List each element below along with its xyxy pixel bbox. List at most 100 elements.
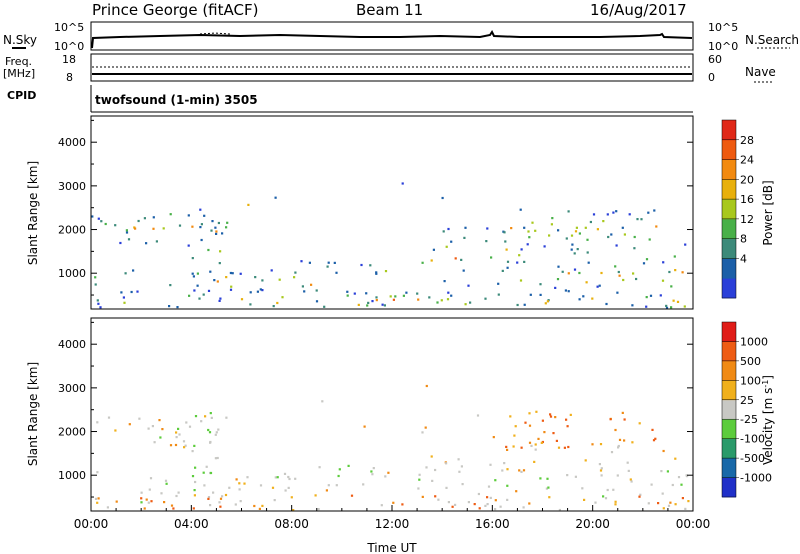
power-ytick-label: 2000 — [58, 224, 86, 237]
velocity-cell — [454, 503, 457, 506]
power-cell — [464, 303, 467, 306]
velocity-cbar-swatch — [722, 477, 736, 498]
velocity-cell — [609, 418, 612, 421]
velocity-cell — [518, 469, 521, 472]
velocity-cell — [178, 433, 181, 436]
velocity-cell — [677, 476, 681, 479]
freq-label: Freq. — [5, 55, 32, 68]
velocity-cbar-tick: -25 — [740, 413, 758, 426]
velocity-cell — [317, 508, 320, 511]
power-cell — [519, 208, 522, 211]
velocity-cell — [96, 501, 99, 504]
velocity-cell — [512, 445, 515, 448]
power-cell — [143, 217, 146, 220]
velocity-cell — [467, 501, 470, 504]
velocity-cell — [115, 500, 118, 503]
power-cell — [519, 279, 523, 282]
velocity-cell — [148, 488, 151, 491]
power-cell — [556, 278, 560, 281]
power-cell — [226, 221, 229, 224]
velocity-cell — [418, 478, 421, 481]
power-cell — [213, 279, 216, 282]
power-cell — [674, 269, 677, 272]
velocity-cell — [460, 465, 463, 468]
power-cell — [97, 302, 100, 305]
power-cell — [229, 288, 233, 291]
velocity-cell — [219, 505, 222, 508]
velocity-cbar-swatch — [722, 399, 736, 420]
power-cell — [196, 272, 199, 275]
velocity-cell — [549, 415, 553, 418]
power-cell — [326, 265, 329, 268]
power-cell — [516, 261, 519, 264]
nsky-label: N.Sky — [3, 33, 37, 47]
power-cell — [239, 272, 242, 275]
power-cell — [529, 293, 532, 296]
velocity-cell — [614, 500, 617, 503]
power-cell — [454, 257, 457, 260]
velocity-cell — [183, 446, 186, 449]
power-cell — [152, 216, 155, 219]
power-cell — [369, 264, 372, 267]
x-tick-label: 08:00 — [274, 517, 309, 531]
velocity-cell — [494, 479, 497, 482]
power-cell — [120, 291, 123, 294]
velocity-cbar-tick: 25 — [740, 394, 754, 407]
power-cell — [405, 291, 408, 294]
velocity-cell — [584, 459, 587, 462]
velocity-data — [94, 384, 690, 512]
power-cell — [333, 261, 336, 264]
velocity-cell — [216, 456, 219, 460]
power-cell — [247, 203, 250, 206]
power-cell — [520, 248, 523, 251]
power-cell — [207, 289, 211, 292]
velocity-cell — [566, 425, 569, 428]
velocity-cell — [147, 427, 150, 430]
power-cell — [548, 234, 551, 237]
power-cbar-swatch — [722, 218, 736, 240]
velocity-cell — [188, 425, 192, 428]
power-cell — [523, 260, 526, 263]
power-cell — [670, 285, 673, 288]
power-cell — [122, 296, 125, 299]
velocity-cell — [217, 428, 220, 431]
velocity-cell — [94, 497, 98, 500]
velocity-cell — [631, 441, 634, 444]
power-cell — [582, 295, 585, 298]
velocity-cell — [680, 483, 683, 486]
velocity-cell — [477, 492, 480, 496]
power-cell — [384, 270, 388, 273]
power-cell — [561, 270, 564, 273]
power-cell — [301, 285, 304, 288]
power-cell — [137, 219, 140, 223]
velocity-cell — [667, 504, 671, 507]
velocity-cell — [506, 498, 509, 501]
velocity-cell — [114, 429, 117, 432]
power-cell — [605, 302, 608, 306]
velocity-cell — [169, 444, 173, 447]
power-cell — [218, 262, 221, 265]
velocity-cell — [621, 411, 624, 414]
power-cell — [571, 243, 574, 246]
velocity-cell — [424, 426, 427, 429]
power-cell — [193, 289, 196, 292]
power-ytick-label: 4000 — [58, 136, 86, 149]
power-cell — [432, 248, 435, 251]
velocity-cell — [314, 494, 317, 497]
power-cell — [591, 297, 594, 300]
velocity-cell — [177, 427, 180, 430]
power-cell — [231, 272, 234, 275]
velocity-cell — [191, 450, 194, 453]
power-cell — [501, 269, 504, 272]
power-cell — [278, 278, 281, 281]
power-cbar-swatch — [722, 199, 736, 220]
power-cell — [225, 276, 228, 279]
power-cell — [631, 304, 634, 307]
velocity-cell — [271, 486, 275, 489]
velocity-cell — [489, 496, 492, 499]
velocity-cell — [261, 504, 264, 507]
power-cell — [315, 289, 318, 292]
velocity-cell — [545, 487, 548, 490]
power-cell — [214, 226, 217, 229]
velocity-cbar-label-sup: -1 — [761, 380, 770, 388]
